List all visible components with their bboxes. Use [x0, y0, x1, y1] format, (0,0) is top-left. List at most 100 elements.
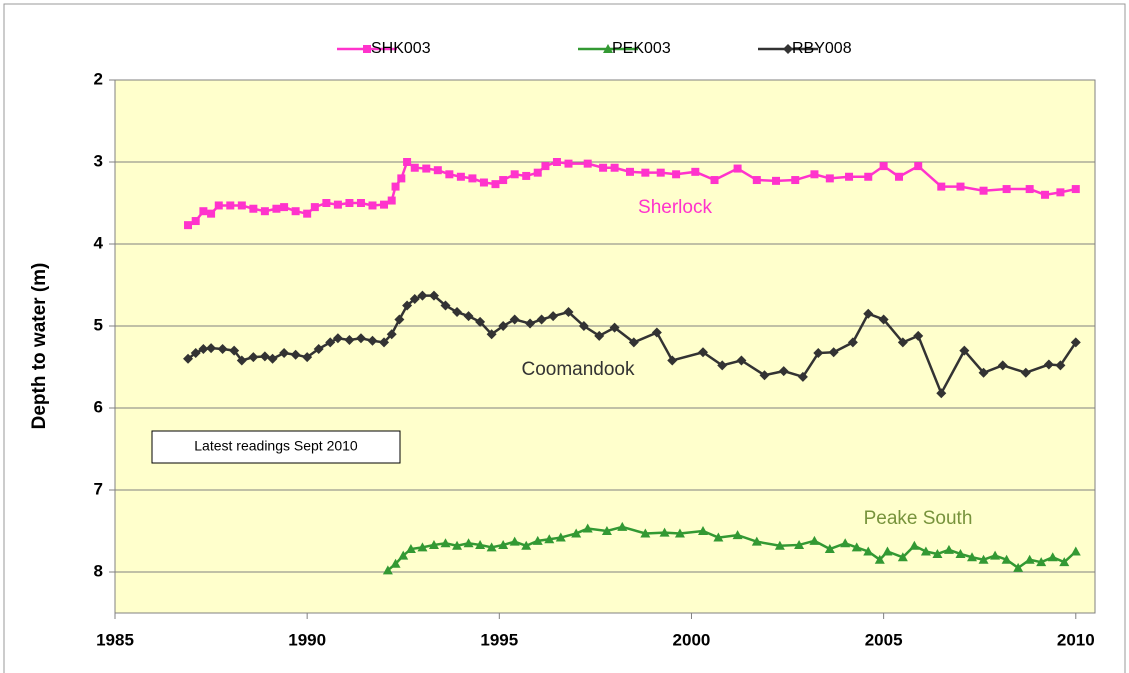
data-point: [920, 546, 931, 556]
data-point: [878, 314, 889, 325]
data-point: [417, 290, 428, 301]
data-point: [936, 388, 947, 399]
data-point: [356, 199, 365, 207]
data-point: [302, 352, 313, 363]
data-point: [710, 176, 719, 185]
series-line: [187, 294, 1077, 397]
data-point: [532, 535, 543, 545]
data-point: [828, 347, 839, 358]
data-point: [874, 554, 885, 564]
data-point: [183, 353, 194, 364]
data-point: [402, 300, 413, 311]
data-point: [387, 196, 396, 205]
data-point: [445, 170, 454, 179]
data-point: [355, 333, 366, 344]
data-point: [978, 554, 989, 564]
annotation-box: [151, 430, 401, 464]
data-point: [813, 348, 824, 359]
data-point: [882, 546, 893, 556]
data-point: [733, 164, 742, 173]
data-point: [226, 201, 235, 210]
data-point: [345, 199, 354, 207]
data-point: [452, 540, 463, 550]
data-point: [736, 355, 747, 366]
data-point: [486, 542, 497, 552]
data-point: [555, 532, 566, 542]
data-point: [290, 349, 301, 360]
data-point: [913, 330, 924, 341]
data-point: [578, 321, 589, 331]
data-point: [1041, 190, 1050, 199]
data-point: [522, 171, 531, 180]
data-point: [1071, 185, 1080, 194]
data-point: [990, 550, 1001, 560]
data-point: [625, 167, 634, 176]
data-point: [291, 207, 300, 216]
data-point: [409, 293, 420, 304]
data-point: [237, 201, 246, 210]
data-point: [198, 343, 209, 354]
data-point: [332, 333, 343, 344]
data-point: [428, 290, 439, 301]
data-point: [1036, 557, 1047, 567]
data-point: [601, 526, 612, 535]
data-point: [1043, 359, 1054, 370]
data-point: [1056, 188, 1065, 197]
legend-label: PEK003: [612, 40, 671, 57]
data-point: [599, 163, 608, 172]
data-point: [713, 532, 724, 542]
data-point: [824, 544, 835, 554]
annotation: Peake South: [864, 508, 973, 529]
data-point: [732, 530, 743, 540]
data-point: [463, 538, 474, 548]
data-point: [310, 203, 319, 212]
data-point: [674, 528, 685, 538]
data-point: [405, 544, 416, 554]
data-point: [1059, 557, 1070, 567]
data-point: [498, 321, 509, 331]
data-point: [1047, 552, 1058, 562]
data-point: [967, 552, 978, 562]
data-point: [943, 544, 954, 554]
y-tick-label: 5: [94, 315, 103, 334]
data-point: [214, 201, 223, 210]
y-tick-label: 8: [94, 561, 103, 580]
y-tick-label: 3: [94, 151, 103, 170]
data-point: [759, 370, 770, 381]
data-point: [979, 186, 988, 195]
data-point: [386, 329, 397, 340]
data-point: [1020, 367, 1031, 378]
data-point: [1070, 337, 1081, 348]
data-point: [510, 170, 519, 179]
data-point: [810, 170, 819, 179]
data-point: [548, 311, 559, 322]
data-point: [229, 345, 240, 356]
data-point: [778, 366, 789, 377]
data-point: [956, 182, 965, 191]
legend-marker: [783, 44, 793, 54]
data-point: [772, 176, 781, 185]
data-point: [398, 550, 409, 560]
data-point: [997, 360, 1008, 371]
data-point: [609, 322, 620, 333]
data-point: [863, 308, 874, 319]
data-point: [367, 335, 378, 346]
data-point: [914, 162, 923, 171]
data-point: [1025, 185, 1034, 194]
data-point: [456, 172, 465, 181]
data-point: [797, 371, 808, 382]
data-point: [206, 343, 217, 354]
data-point: [397, 174, 406, 183]
data-point: [751, 536, 762, 546]
data-point: [1002, 185, 1011, 194]
x-tick-label: 1990: [288, 630, 326, 649]
data-point: [272, 204, 281, 213]
annotation: Coomandook: [521, 359, 635, 380]
data-point: [1013, 562, 1024, 572]
data-point: [932, 548, 943, 558]
y-tick-label: 7: [94, 479, 103, 498]
data-point: [486, 329, 497, 340]
data-point: [428, 539, 439, 549]
data-point: [368, 201, 377, 210]
